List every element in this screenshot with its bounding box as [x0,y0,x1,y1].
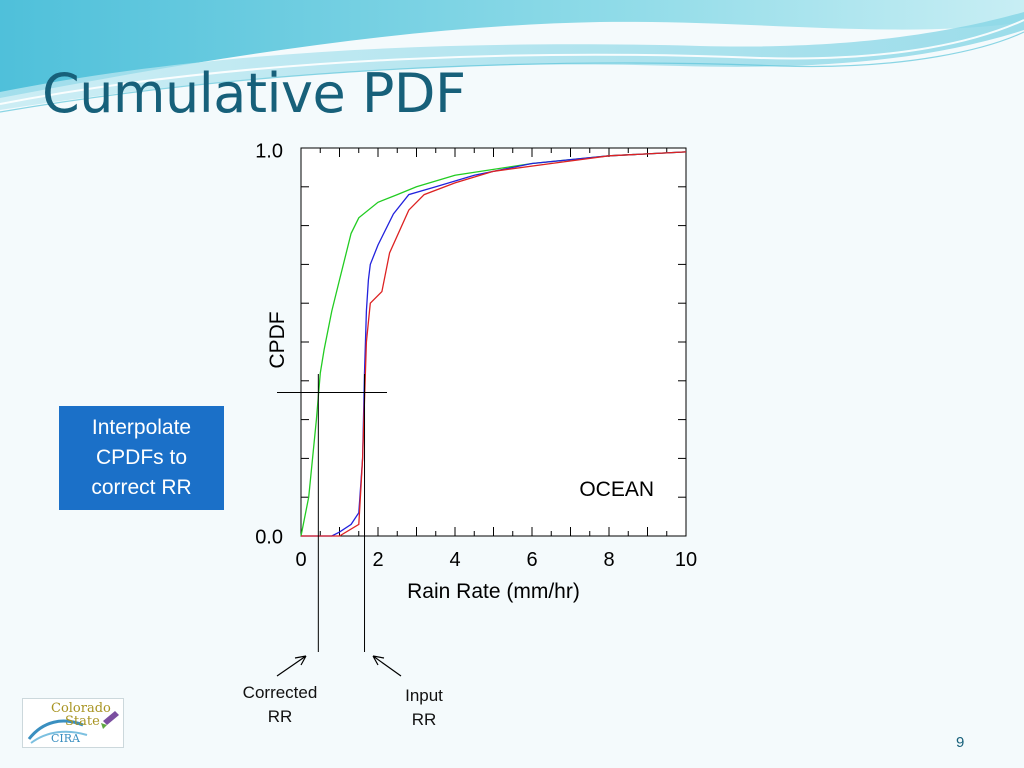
callout-line-1: Interpolate [91,416,192,439]
x-tick-label: 6 [526,549,537,571]
cpdf-series-line-2 [301,151,687,537]
interpolation-callout: Interpolate CPDFs to correct RR [59,406,224,510]
x-tick-label: 0 [295,549,306,571]
corrected-rr-line-2: RR [267,707,293,726]
callout-line-2: CPDFs to [95,446,187,469]
corrected-rr-arrow-icon [276,655,307,677]
corrected-rr-line-1: Corrected [242,683,318,702]
page-number: 9 [956,734,965,751]
corrected-rr-annotation: Corrected RR [230,681,330,729]
x-tick-label: 2 [372,549,383,571]
region-label: OCEAN [579,478,654,501]
logo-text-cira: CIRA [51,732,80,745]
logo-emblem-icon [27,711,119,744]
logo-text-state: State [65,714,100,729]
y-tick-label-max: 1.0 [255,140,283,162]
x-tick-label: 10 [675,549,697,571]
cpdf-series-line-3 [301,151,687,537]
input-rr-line-2: RR [411,710,437,729]
colorado-state-cira-logo: Colorado State CIRA [22,698,124,748]
x-tick-label: 8 [603,549,614,571]
input-rr-annotation: Input RR [384,684,464,732]
logo-text-colorado: Colorado [51,701,111,716]
y-axis-label: CPDF [266,311,289,368]
input-rr-arrow-icon [372,655,402,677]
x-axis-label: Rain Rate (mm/hr) [407,580,580,603]
callout-line-3: correct RR [91,476,192,499]
x-tick-label: 4 [449,549,460,571]
y-tick-label-min: 0.0 [255,526,283,548]
input-rr-line-1: Input [405,686,443,705]
slide-title: Cumulative PDF [42,62,466,125]
